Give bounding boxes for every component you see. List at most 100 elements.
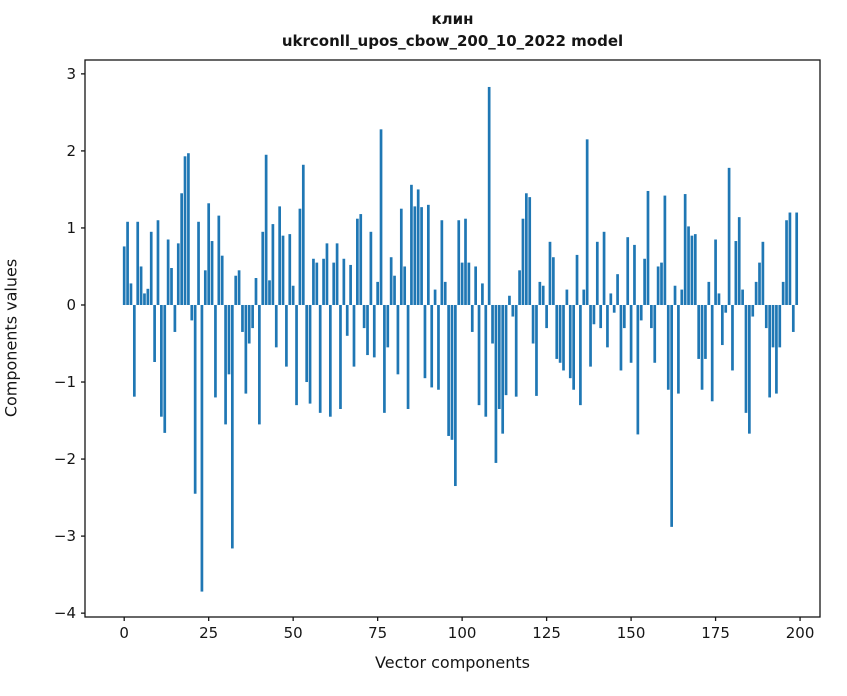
bar-170 [697,304,701,359]
bar-191 [768,304,771,398]
bar-112 [501,304,505,434]
bar-148 [622,304,626,329]
bar-39 [254,278,258,305]
bar-75 [376,281,379,305]
bar-73 [369,231,373,305]
bar-52 [298,208,302,305]
y-tick-label-3: 3 [66,65,76,83]
bar-34 [237,270,241,305]
bar-15 [173,304,177,332]
bar-13 [166,239,170,305]
bar-49 [288,234,292,305]
bar-136 [582,289,586,305]
bar-145 [612,304,616,313]
bar-24 [203,270,207,305]
bar-91 [430,304,434,388]
bar-12 [163,304,167,433]
bar-32 [230,304,234,549]
bar-11 [160,304,163,417]
bar-178 [724,304,728,313]
bar-86 [413,206,417,305]
bar-183 [741,289,744,305]
bar-62 [332,262,336,305]
bar-92 [433,289,437,305]
bar-56 [312,258,315,305]
bar-67 [349,264,352,305]
x-axis-label: Vector components [375,653,530,672]
bar-192 [771,304,775,348]
bar-19 [187,153,190,305]
bar-28 [217,215,221,305]
bar-144 [609,293,613,305]
bar-35 [241,304,244,332]
bar-54 [305,304,309,383]
bar-120 [528,197,532,305]
bar-140 [595,241,599,305]
bar-95 [443,281,447,305]
bar-65 [342,258,346,305]
bar-26 [210,241,214,305]
bar-31 [227,304,231,375]
ticks-layer [81,73,801,621]
bar-93 [437,304,440,390]
bar-142 [602,231,606,305]
bar-29 [220,255,224,305]
bar-57 [315,262,319,305]
plot-frame [84,59,821,618]
bar-175 [714,239,717,305]
bar-130 [562,304,565,371]
bar-159 [660,262,663,305]
bar-127 [552,257,555,305]
bar-99 [457,220,461,305]
bar-163 [673,285,677,305]
bars-layer [122,86,799,592]
x-tick-label-100: 100 [448,624,477,642]
bar-5 [139,266,143,305]
y-axis-label: Components values [1,258,21,418]
bar-10 [156,220,160,305]
bar-173 [707,281,711,305]
y-tick-label-0: 0 [66,296,76,314]
bar-119 [524,193,528,305]
bar-194 [778,304,782,348]
bar-87 [416,189,420,305]
bar-1 [126,221,129,305]
bar-51 [295,304,298,406]
x-tick-label-175: 175 [701,624,730,642]
bar-114 [508,295,511,305]
bar-108 [487,86,491,305]
bar-102 [467,262,471,305]
bar-161 [666,304,670,390]
bar-79 [389,257,393,305]
bar-61 [328,304,332,417]
bar-185 [748,304,751,434]
bar-109 [491,304,494,344]
bar-139 [592,304,596,325]
bar-64 [339,304,342,409]
bar-167 [687,226,690,305]
bar-197 [788,212,792,305]
bar-134 [575,254,579,305]
bar-37 [247,304,251,344]
bar-193 [775,304,778,394]
bar-63 [335,243,339,305]
bar-43 [268,280,271,305]
bar-68 [352,304,356,367]
bar-155 [646,190,650,305]
bar-111 [497,304,501,409]
bar-90 [426,204,430,305]
bar-50 [291,285,295,305]
bar-153 [639,304,643,321]
bar-172 [704,304,707,359]
bar-44 [271,224,275,305]
x-tick-label-0: 0 [119,624,129,642]
bar-101 [464,218,467,305]
x-tick-label-125: 125 [532,624,561,642]
bar-71 [362,304,366,329]
bar-48 [285,304,288,367]
bar-143 [606,304,609,348]
bar-199 [795,212,799,305]
y-tick-label-2: 2 [66,142,76,160]
bar-115 [511,304,515,317]
y-tick-label--4: −4 [54,604,76,622]
